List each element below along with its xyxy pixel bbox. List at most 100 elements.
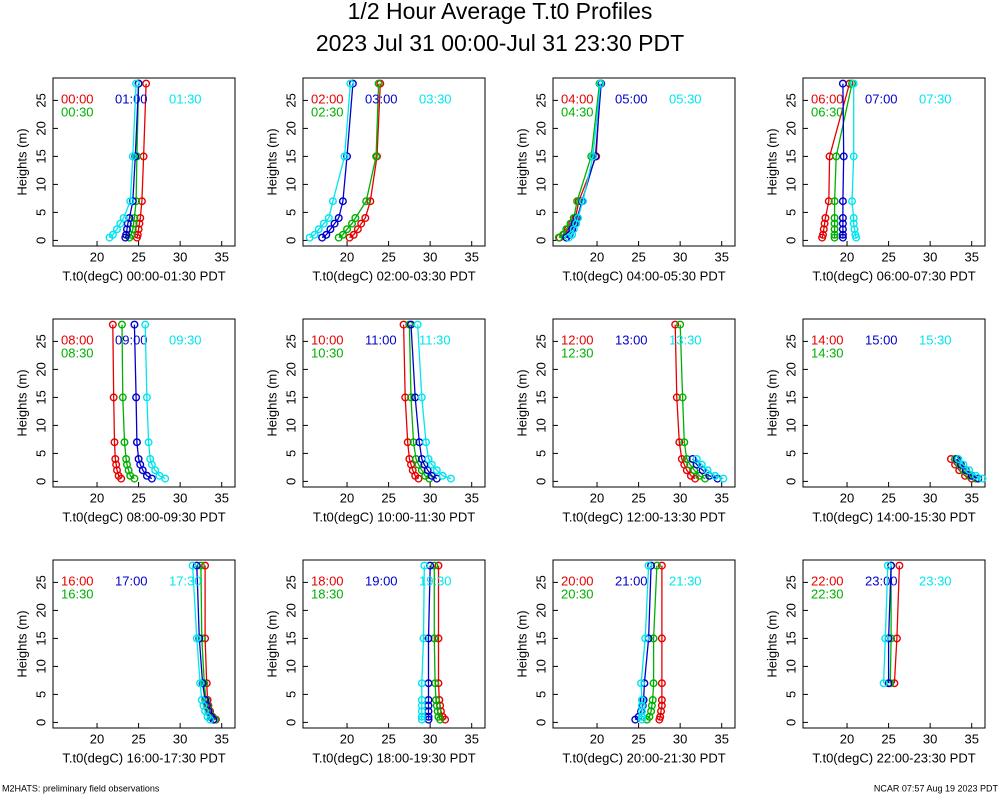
profile-point [112,225,121,234]
profile-point [824,197,833,206]
y-tick-label: 0 [783,237,798,244]
x-axis-label: T.t0(degC) 10:00-11:30 PDT [313,509,475,524]
x-tick-label: 35 [964,490,978,505]
profile-point [129,219,138,228]
profile-point [671,320,680,329]
legend-label: 08:30 [61,345,94,360]
y-tick-label: 0 [283,719,298,726]
profile-point [965,466,974,475]
profile-point [192,634,201,643]
y-axis-label: Heights (m) [764,610,779,677]
profile-point [372,152,381,161]
plot-frame [552,77,736,247]
y-axis-label: Heights (m) [764,128,779,195]
profile-line [957,458,983,480]
profile-point [197,696,206,705]
profile-point [887,634,896,643]
profile-point [432,466,441,475]
profile-point [122,460,131,469]
profile-point [419,634,428,643]
profile-point [434,634,443,643]
y-tick-label: 5 [533,691,548,698]
y-tick-label: 25 [783,93,798,107]
chart-subtitle: 2023 Jul 31 00:00-Jul 31 23:30 PDT [316,30,684,56]
x-tick-label: 35 [214,490,228,505]
x-tick-label: 20 [340,731,354,746]
profile-point [821,213,830,222]
legend-label: 02:00 [311,91,344,106]
profile-point [108,320,117,329]
x-tick-label: 25 [131,731,145,746]
x-axis-label: T.t0(degC) 20:00-21:30 PDT [562,750,725,765]
y-tick-label: 10 [33,177,48,191]
profile-point [409,438,418,447]
profile-point [637,701,646,710]
profile-point [407,393,416,402]
legend-label: 01:30 [169,91,202,106]
profile-point [657,634,666,643]
y-tick-label: 10 [533,418,548,432]
profile-point [971,471,980,480]
profile-point [838,233,847,242]
legend-label: 12:00 [561,332,594,347]
profile-point [201,561,210,570]
y-tick-label: 20 [533,362,548,376]
legend-label: 22:30 [811,586,844,601]
y-tick-label: 10 [533,659,548,673]
legend-label: 02:30 [311,104,344,119]
profile-point [132,79,141,88]
profile-point [324,213,333,222]
x-axis-label: T.t0(degC) 02:00-03:30 PDT [312,268,475,283]
profile-point [849,152,858,161]
profile-point [562,225,571,234]
profile-point [417,393,426,402]
footer-left: M2HATS: preliminary field observations [2,783,160,793]
legend-label: 05:00 [615,91,648,106]
y-tick-label: 20 [533,121,548,135]
y-tick-label: 25 [283,575,298,589]
profile-point [361,213,370,222]
profile-line [144,324,166,480]
y-tick-label: 10 [283,177,298,191]
profile-point [420,561,429,570]
plot-frame [802,77,986,247]
x-tick-label: 20 [90,490,104,505]
profile-point [573,213,582,222]
y-tick-label: 15 [283,631,298,645]
y-tick-label: 0 [533,719,548,726]
profile-point [125,213,134,222]
y-tick-label: 5 [33,691,48,698]
legend-label: 11:30 [419,332,451,347]
profile-point [657,696,666,705]
profile-point [839,152,848,161]
profile-point [122,455,131,464]
legend-label: 10:30 [311,345,344,360]
y-axis-label: Heights (m) [514,369,529,436]
profile-point [649,634,658,643]
profile-point [134,455,143,464]
profile-point [130,213,139,222]
profile-point [198,679,207,688]
y-tick-label: 25 [783,575,798,589]
profile-point [348,79,357,88]
profile-point [155,471,164,480]
profile-point [343,225,352,234]
profile-point [884,679,893,688]
profile-point [647,701,656,710]
legend-label: 04:00 [561,91,594,106]
legend-label: 03:30 [419,91,452,106]
profile-point [711,471,720,480]
x-axis-label: T.t0(degC) 22:00-23:30 PDT [812,750,975,765]
profile-point [434,561,443,570]
y-tick-label: 25 [533,93,548,107]
y-tick-label: 10 [533,177,548,191]
profile-point [596,79,605,88]
x-tick-label: 35 [714,731,728,746]
profile-point [433,707,442,716]
profile-point [120,438,129,447]
profile-line [889,565,892,684]
profile-point [197,634,206,643]
legend-label: 18:00 [311,573,344,588]
x-tick-label: 20 [590,731,604,746]
legend-label: 20:00 [561,573,594,588]
